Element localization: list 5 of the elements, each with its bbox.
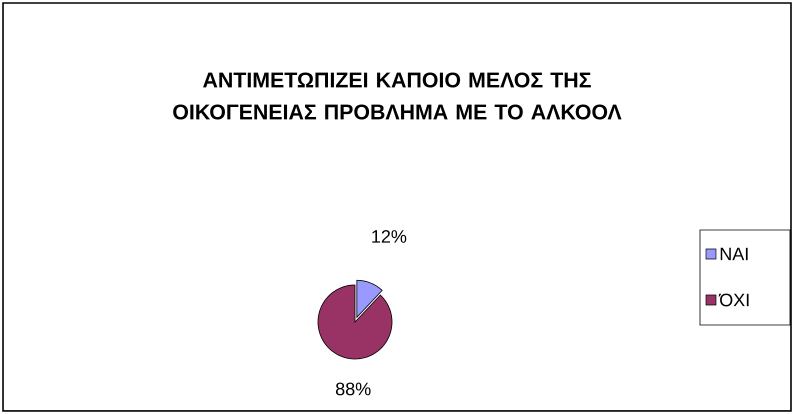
chart-title: ΑΝΤΙΜΕΤΩΠΙΖΕΙ ΚΑΠΟΙΟ ΜΕΛΟΣ ΤΗΣ ΟΙΚΟΓΕΝΕΙΑΣ ΠΡΟΒΛΗΜΑ ΜΕ ΤΟ ΑΛΚΟΟΛ [173,72,622,120]
data-label: 12% [372,230,406,243]
legend-label: ΝΑΙ [720,248,748,260]
data-label: 88% [336,382,371,396]
legend-label: ΌΧΙ [718,294,749,306]
